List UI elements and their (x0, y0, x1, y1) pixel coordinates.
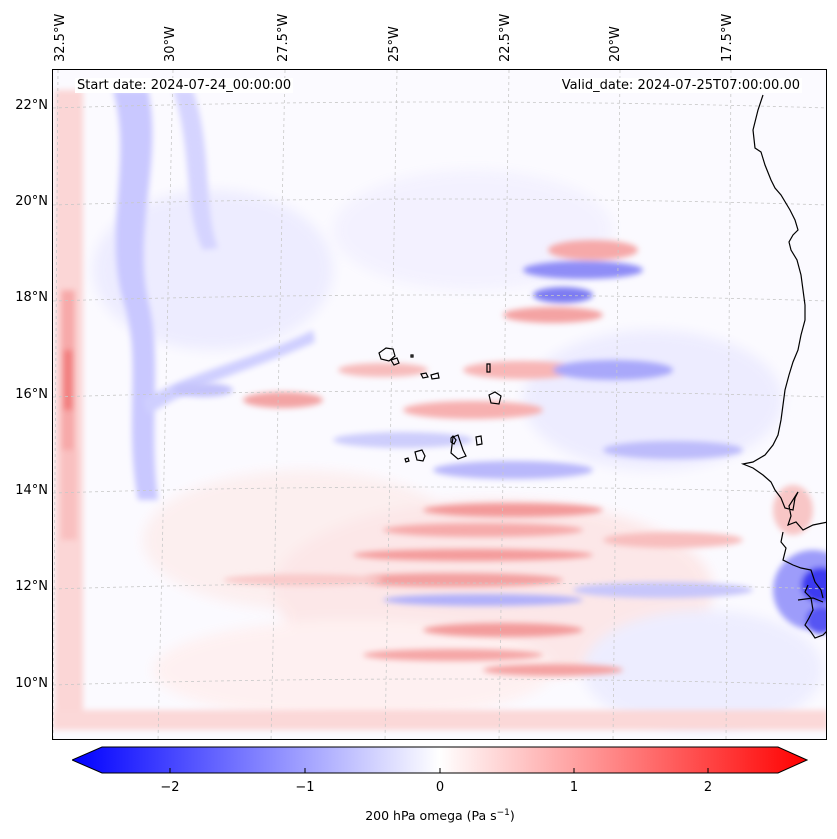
west-boundary-band (53, 90, 826, 730)
colorbar-tick-label-2: 2 (703, 780, 713, 795)
colorbar-body (72, 746, 808, 774)
omega-map: Start date: 2024-07-24_00:00:00 Valid_da… (52, 69, 827, 740)
colorbar-tick-label-minus2: −2 (160, 780, 180, 795)
colorbar-tick-label-0: 0 (435, 780, 445, 795)
valid-date-label: Valid_date: 2024-07-25T07:00:00.00 (559, 78, 802, 93)
colorbar-label-text: 200 hPa omega (Pa s (365, 808, 497, 824)
lat-label-12n: 12°N (15, 579, 48, 594)
colorbar-tick-label-minus1: −1 (295, 780, 315, 795)
colorbar-label-close: ) (509, 808, 515, 824)
lon-label-30w: 30°W (163, 26, 178, 62)
colorbar (72, 746, 808, 774)
graticule (53, 70, 826, 739)
lon-label-17-5w: 17.5°W (720, 13, 735, 62)
lat-label-16n: 16°N (15, 387, 48, 402)
omega-field (53, 70, 826, 739)
lon-label-20w: 20°W (608, 26, 623, 62)
broad-pattern (93, 170, 823, 730)
lat-label-14n: 14°N (15, 483, 48, 498)
cape-verde-islands (378, 347, 502, 463)
central-streaks (173, 240, 753, 676)
colorbar-label: 200 hPa omega (Pa s−1) (0, 808, 837, 823)
colorbar-label-exponent: −1 (496, 808, 510, 818)
lat-label-22n: 22°N (15, 98, 48, 113)
coastline (740, 94, 826, 639)
lat-label-18n: 18°N (15, 290, 48, 305)
lon-label-27-5w: 27.5°W (276, 13, 291, 62)
lon-label-25w: 25°W (387, 26, 402, 62)
lat-label-20n: 20°N (15, 194, 48, 209)
lat-label-10n: 10°N (15, 676, 48, 691)
colorbar-tick-label-1: 1 (569, 780, 579, 795)
start-date-label: Start date: 2024-07-24_00:00:00 (75, 78, 294, 93)
lon-label-32-5w: 32.5°W (53, 13, 68, 62)
lon-label-22-5w: 22.5°W (498, 13, 513, 62)
